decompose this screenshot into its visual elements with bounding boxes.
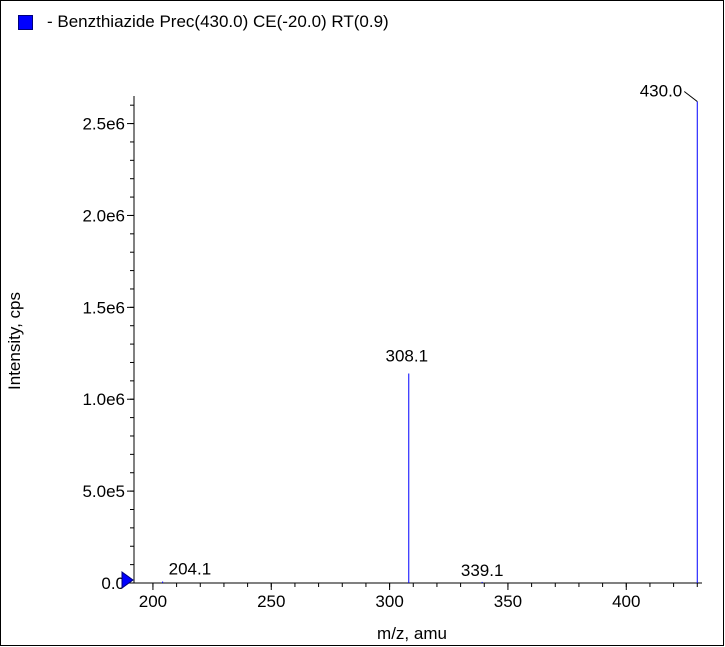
peak-label: 339.1 xyxy=(461,561,504,580)
x-tick-label: 200 xyxy=(139,592,167,611)
peak-label: 430.0 xyxy=(640,82,683,101)
x-tick-label: 350 xyxy=(494,592,522,611)
y-tick-label: 5.0e5 xyxy=(82,482,125,501)
peak-labels: 204.1 308.1 339.1 430.0 xyxy=(169,82,698,580)
legend-label: - Benzthiazide Prec(430.0) CE(-20.0) RT(… xyxy=(47,12,389,31)
x-tick-label: 250 xyxy=(257,592,285,611)
y-tick-label: 1.0e6 xyxy=(82,390,125,409)
peak-label: 308.1 xyxy=(385,346,428,365)
x-axis-title: m/z, amu xyxy=(377,624,447,643)
x-tick-label: 300 xyxy=(375,592,403,611)
y-tick-label: 2.0e6 xyxy=(82,206,125,225)
x-tick-label: 400 xyxy=(612,592,640,611)
legend: - Benzthiazide Prec(430.0) CE(-20.0) RT(… xyxy=(18,10,389,34)
axes: 0.0 5.0e5 1.0e6 1.5e6 2.0e6 2.5e6 200 250 300 350… xyxy=(82,96,702,611)
y-axis-title: Intensity, cps xyxy=(5,292,24,390)
peak-label-leader xyxy=(683,91,698,102)
peak-lines xyxy=(162,101,698,583)
legend-swatch xyxy=(18,14,33,30)
peak-label: 204.1 xyxy=(169,560,212,579)
y-tick-label: 0.0 xyxy=(101,574,125,593)
y-tick-label: 1.5e6 xyxy=(82,298,125,317)
y-tick-label: 2.5e6 xyxy=(82,115,125,134)
range-marker-icon xyxy=(121,571,134,589)
